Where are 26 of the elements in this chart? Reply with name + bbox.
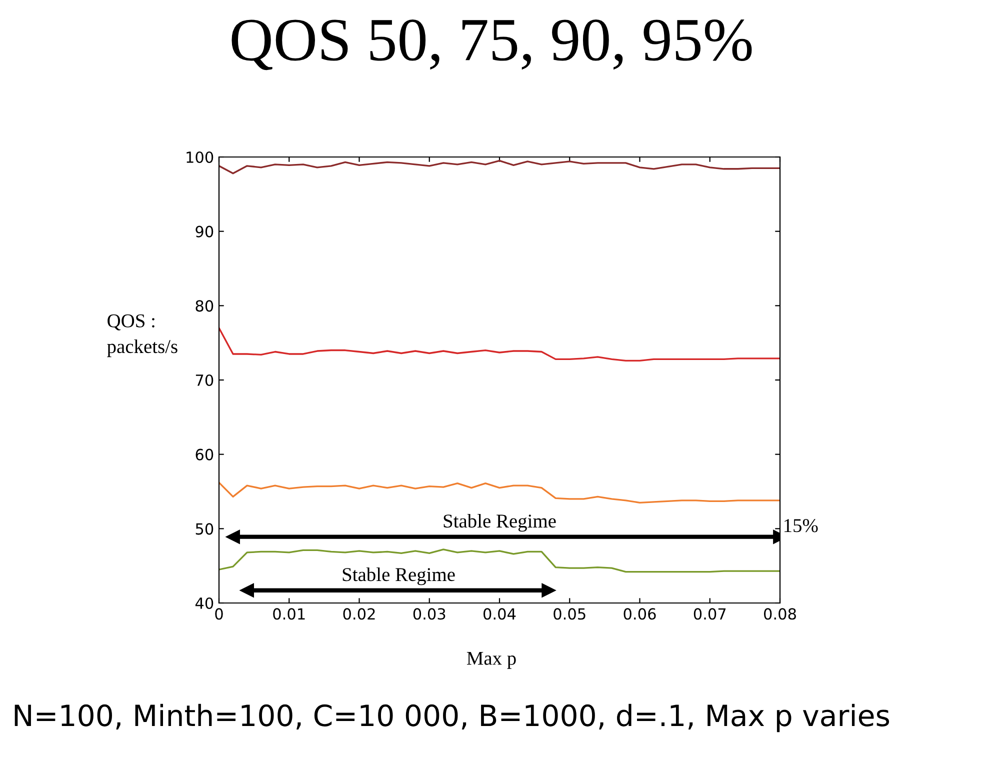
x-tick-label: 0.03: [413, 608, 446, 620]
x-tick-label: 0.04: [484, 608, 516, 620]
line-series: [219, 482, 780, 504]
x-tick-label: 0.08: [764, 608, 796, 620]
x-tick-label: 0.01: [273, 608, 305, 620]
y-tick-label: 40: [195, 597, 214, 610]
x-tick-label: 0.07: [694, 608, 726, 620]
text: 15%: [784, 519, 818, 532]
y-tick-label: 90: [196, 226, 214, 238]
y-axis-title: QOS : packets/s: [107, 314, 178, 358]
text: N=100, Minth=100, C=10 000, B=1000, d=.1, Max p varies: [14, 704, 890, 732]
x-axis-title: Max p: [466, 652, 516, 669]
annotation: Stable Regime: [342, 567, 455, 586]
line-series: [219, 160, 780, 174]
y-tick-label: 100: [186, 151, 214, 164]
x-tick-label: 0: [215, 608, 223, 620]
x-tick-label: 0.02: [343, 608, 375, 620]
x-tick-label: 0.06: [624, 608, 656, 620]
annotation: Stable Regime: [444, 514, 556, 532]
chart-title: QOS 50, 75, 90, 95%: [232, 20, 752, 70]
y-tick-label: 50: [196, 523, 214, 535]
y-tick-label: 70: [196, 374, 214, 386]
line-series: [219, 327, 780, 362]
y-tick-label: 60: [196, 448, 214, 460]
x-tick-label: 0.05: [554, 608, 586, 620]
y-tick-label: 80: [196, 300, 214, 312]
